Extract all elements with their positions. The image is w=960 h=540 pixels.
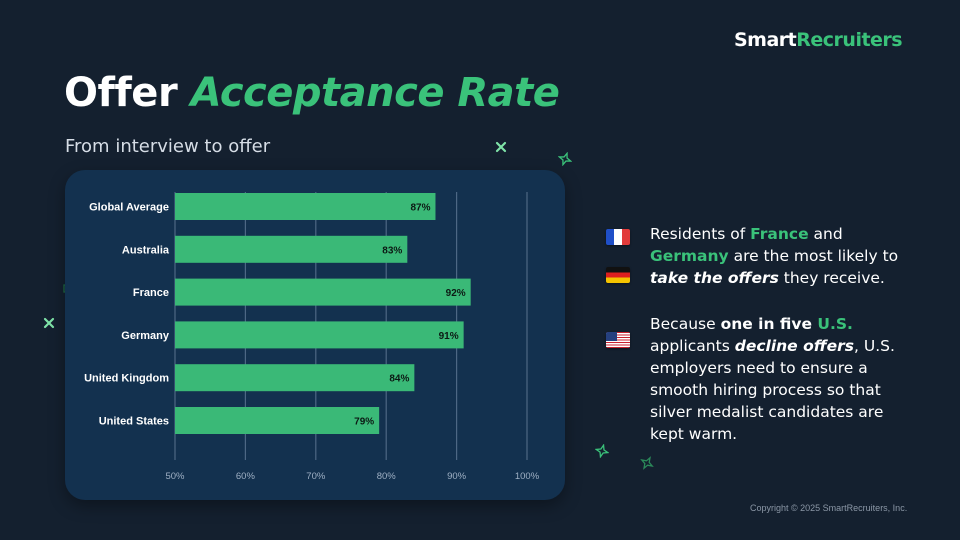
insight-france-germany: Residents of France and Germany are the … bbox=[650, 223, 910, 289]
x-tick-label: 50% bbox=[165, 471, 185, 482]
highlight-germany: Germany bbox=[650, 247, 729, 265]
data-label: 92% bbox=[446, 288, 466, 299]
brand-name-part1: Smart bbox=[734, 29, 797, 51]
x-tick-label: 90% bbox=[447, 471, 467, 482]
highlight-france: France bbox=[750, 225, 809, 243]
page-subtitle: From interview to offer bbox=[65, 136, 271, 157]
star-sparkle-icon bbox=[595, 444, 609, 458]
x-tick-label: 70% bbox=[306, 471, 326, 482]
category-label: Germany bbox=[121, 330, 170, 342]
title-part1: Offer bbox=[64, 70, 178, 116]
bar bbox=[175, 278, 471, 306]
insight-us: Because one in five U.S. applicants decl… bbox=[650, 313, 910, 445]
emphasis-one-in-five: one in five bbox=[720, 315, 818, 333]
note-text: and bbox=[808, 225, 843, 243]
data-label: 84% bbox=[389, 374, 409, 385]
category-label: United States bbox=[99, 416, 169, 428]
note-text: , U.S. employers need to ensure a smooth… bbox=[650, 337, 895, 443]
category-label: United Kingdom bbox=[84, 373, 169, 385]
category-label: France bbox=[133, 287, 169, 299]
emphasis-take-offers: take the offers bbox=[650, 269, 779, 287]
flag-france-icon bbox=[606, 229, 630, 245]
bar bbox=[175, 235, 408, 263]
cross-sparkle-icon bbox=[43, 317, 55, 329]
flag-usa-icon bbox=[606, 332, 630, 348]
note-text: Residents of bbox=[650, 225, 751, 243]
emphasis-decline-offers: decline offers bbox=[734, 337, 855, 355]
data-label: 79% bbox=[354, 417, 374, 428]
category-label: Global Average bbox=[89, 202, 169, 214]
cross-sparkle-icon bbox=[495, 141, 507, 153]
bar bbox=[175, 321, 464, 349]
note-text: are the most likely to bbox=[728, 247, 899, 265]
bar bbox=[175, 407, 380, 434]
page-title: Offer Acceptance Rate bbox=[64, 70, 560, 116]
data-label: 91% bbox=[439, 331, 459, 342]
bar-chart: 50% 60% 70% 80% 90% 100% Global Average 87% Aust… bbox=[84, 192, 540, 482]
copyright-text: Copyright © 2025 SmartRecruiters, Inc. bbox=[750, 503, 908, 513]
brand-logo: SmartRecruiters bbox=[734, 29, 903, 51]
x-tick-label: 80% bbox=[377, 471, 397, 482]
flag-germany-icon bbox=[606, 267, 630, 283]
note-text: they receive. bbox=[778, 269, 885, 287]
star-sparkle-icon bbox=[558, 152, 572, 166]
highlight-us: U.S. bbox=[817, 315, 853, 333]
x-tick-label: 100% bbox=[515, 471, 540, 482]
note-text: applicants bbox=[650, 337, 735, 355]
brand-name-part2: Recruiters bbox=[796, 29, 903, 51]
chart-card: 50% 60% 70% 80% 90% 100% Global Average 87% Aust… bbox=[65, 170, 565, 500]
note-text: Because bbox=[650, 315, 721, 333]
bar bbox=[175, 193, 436, 220]
data-label: 87% bbox=[410, 203, 430, 214]
data-label: 83% bbox=[382, 245, 402, 256]
star-sparkle-icon bbox=[640, 456, 654, 470]
category-label: Australia bbox=[122, 244, 170, 256]
title-part2: Acceptance Rate bbox=[190, 70, 560, 116]
x-tick-label: 60% bbox=[236, 471, 256, 482]
bar bbox=[175, 364, 415, 392]
